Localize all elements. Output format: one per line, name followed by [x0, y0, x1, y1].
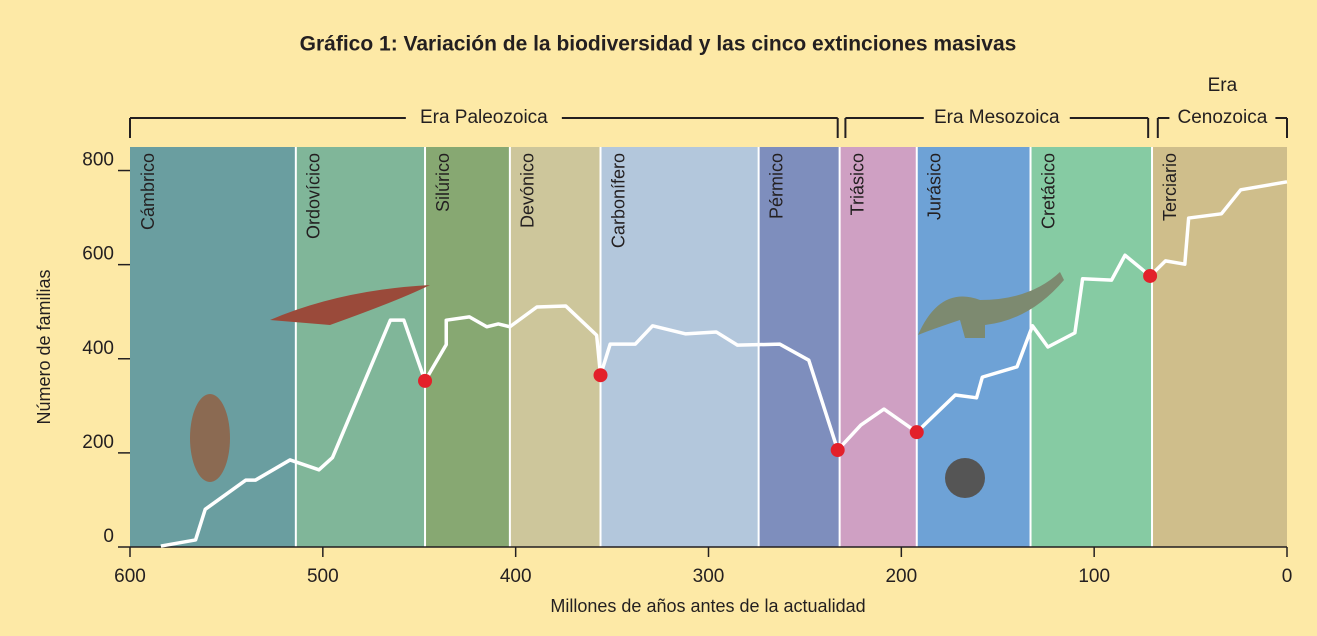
period-label: Carbonífero [608, 153, 628, 248]
period-label: Jurásico [925, 153, 945, 220]
era-label: Cenozoica [1178, 107, 1268, 128]
trilobite [190, 394, 230, 482]
period-label: Terciario [1160, 153, 1180, 221]
era-label: Era [1208, 75, 1238, 96]
y-axis-label: Número de familias [34, 269, 54, 424]
x-tick-label: 500 [307, 566, 339, 587]
period-label: Triásico [847, 153, 867, 215]
era-label: Era Mesozoica [934, 107, 1060, 128]
period-label: Cretácico [1038, 153, 1058, 229]
period-label: Devónico [518, 153, 538, 228]
x-tick-label: 300 [693, 566, 725, 587]
y-tick-label: 400 [82, 338, 114, 359]
x-tick-label: 200 [885, 566, 917, 587]
ammonite [945, 458, 985, 498]
x-tick-label: 100 [1078, 566, 1110, 587]
period-label: Ordovícico [304, 153, 324, 239]
chart: Gráfico 1: Variación de la biodiversidad… [0, 0, 1317, 636]
chart-title: Gráfico 1: Variación de la biodiversidad… [300, 33, 1017, 56]
extinction-point [418, 374, 432, 388]
page: Gráfico 1: Variación de la biodiversidad… [0, 0, 1317, 636]
x-tick-label: 0 [1282, 566, 1293, 587]
y-tick-label: 800 [82, 150, 114, 171]
extinction-point [594, 368, 608, 382]
y-tick-label: 200 [82, 432, 114, 453]
period-bands: Cámbrico Ordovícico Silúrico Devónico Carbon… [130, 147, 1287, 547]
y-tick-label: 0 [103, 526, 114, 547]
period-label: Pérmico [766, 153, 786, 219]
x-tick-label: 600 [114, 566, 146, 587]
period-label: Silúrico [433, 153, 453, 212]
extinction-point [910, 425, 924, 439]
period-label: Cámbrico [138, 153, 158, 230]
extinction-point [1143, 269, 1157, 283]
x-axis-label: Millones de años antes de la actualidad [550, 596, 865, 616]
era-label: Era Paleozoica [420, 107, 548, 128]
extinction-point [831, 443, 845, 457]
x-tick-label: 400 [500, 566, 532, 587]
y-tick-label: 600 [82, 244, 114, 265]
